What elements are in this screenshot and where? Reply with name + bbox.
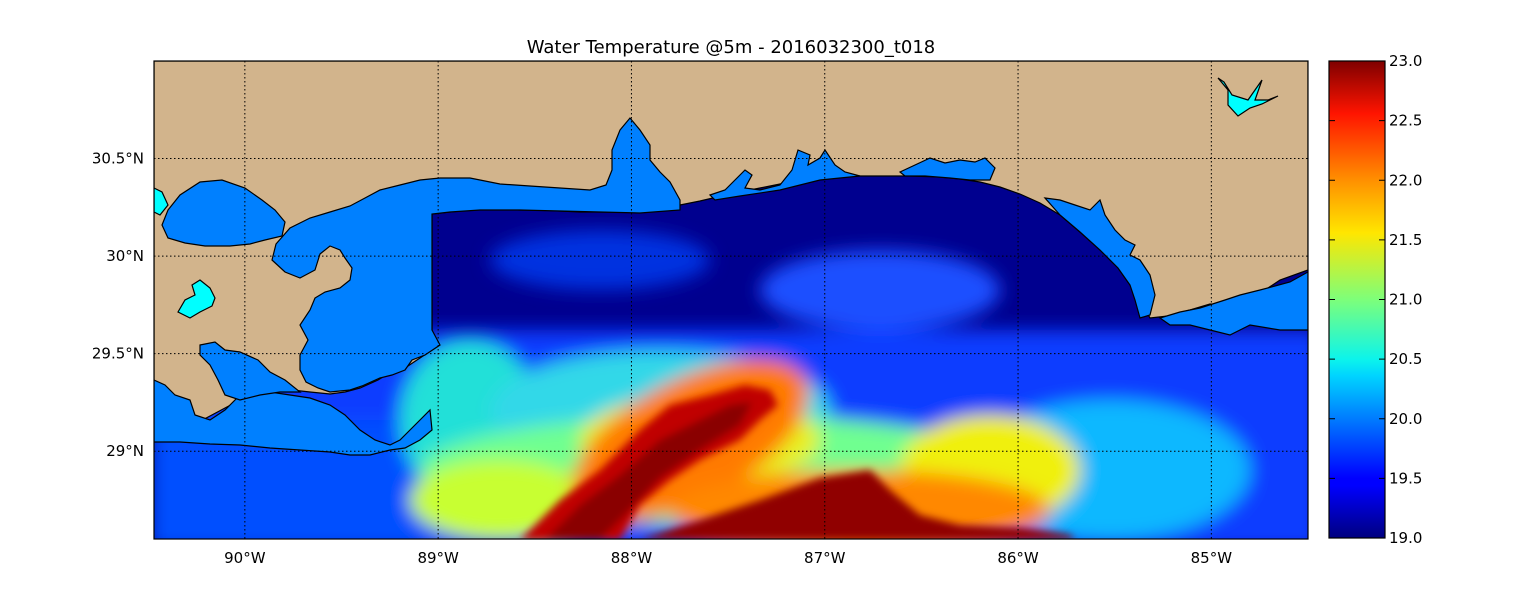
lon-tick-label: 89°W	[417, 549, 459, 567]
lake-salvador	[177, 279, 216, 319]
colorbar-tick-label: 20.0	[1389, 410, 1422, 428]
bay-pensacola	[898, 157, 996, 181]
colorbar-tick-label: 23.0	[1389, 52, 1422, 70]
lon-tick-label: 87°W	[804, 549, 846, 567]
bay-choctawhatchee	[1043, 197, 1156, 319]
colorbar-tick-label: 21.0	[1389, 291, 1422, 309]
field-blue-swirl-mid	[760, 250, 1000, 330]
field-warm-south	[643, 470, 1074, 539]
bay-barataria	[154, 379, 433, 456]
lake-maurepas-west	[154, 187, 169, 216]
bay-apalachee	[1158, 271, 1308, 336]
colorbar-tick-label: 22.5	[1389, 112, 1422, 130]
bay-mobile	[708, 148, 861, 201]
lat-tick-label: 29.5°N	[92, 345, 144, 363]
bay-lake-pontchartrain	[161, 179, 286, 247]
colorbar-ticks: 23.0 22.5 22.0 21.5 21.0 20.5 20.0 19.5 19.0	[1329, 52, 1422, 547]
temperature-field-warm-core	[521, 385, 1074, 539]
lakes-layer	[154, 77, 1279, 319]
colorbar-tick-label: 19.0	[1389, 529, 1422, 547]
lon-tick-label: 85°W	[1191, 549, 1233, 567]
bay-terrebonne	[199, 341, 302, 401]
latitude-ticks: 30.5°N 30°N 29.5°N 29°N	[92, 150, 144, 461]
longitude-ticks: 90°W 89°W 88°W 87°W 86°W 85°W	[224, 549, 1232, 567]
lat-tick-label: 30°N	[106, 247, 144, 265]
map-plot-area	[154, 61, 1308, 539]
graticule	[154, 61, 1308, 539]
lake-east-florida	[1217, 77, 1279, 117]
bays-layer	[154, 117, 1308, 456]
field-blue-swirl-west	[490, 230, 710, 290]
map-title: Water Temperature @5m - 2016032300_t018	[527, 37, 936, 58]
lon-tick-label: 90°W	[224, 549, 266, 567]
colorbar-tick-label: 22.0	[1389, 171, 1422, 189]
lon-tick-label: 86°W	[997, 549, 1039, 567]
colorbar-gradient	[1329, 61, 1385, 538]
lat-tick-label: 29°N	[106, 442, 144, 460]
bay-western-sound	[271, 117, 681, 393]
lon-tick-label: 88°W	[611, 549, 653, 567]
field-warm-plume-core	[546, 402, 752, 539]
colorbar-tick-label: 21.5	[1389, 231, 1422, 249]
colorbar: 23.0 22.5 22.0 21.5 21.0 20.5 20.0 19.5 19.0	[1328, 52, 1422, 547]
colorbar-tick-label: 19.5	[1389, 469, 1422, 487]
plot-frame	[153, 60, 1309, 540]
lat-tick-label: 30.5°N	[92, 150, 144, 168]
colorbar-tick-label: 20.5	[1389, 350, 1422, 368]
